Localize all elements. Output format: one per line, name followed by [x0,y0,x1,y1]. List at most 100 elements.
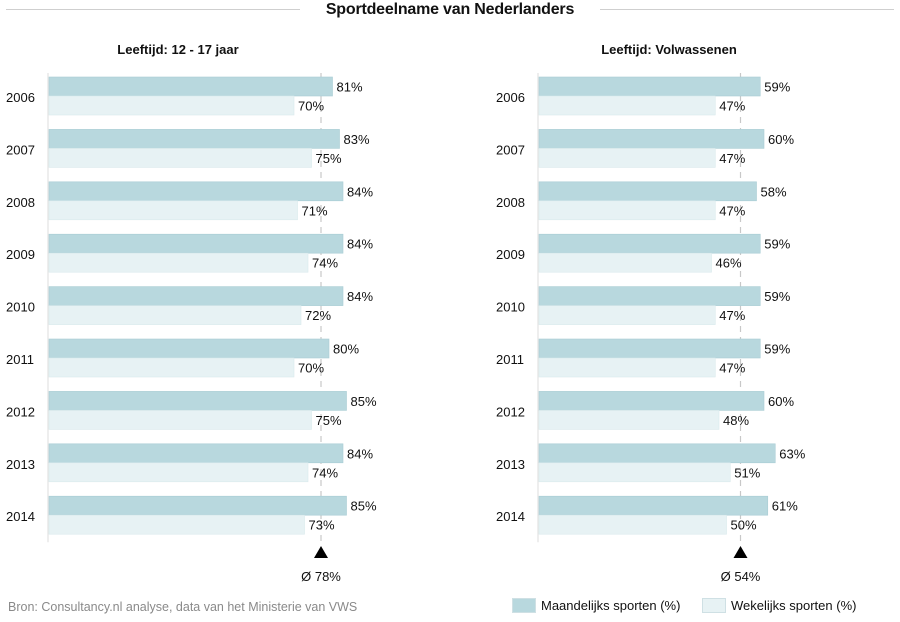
bar-wekelijks-youth [48,410,312,430]
year-label-adults: 2013 [496,457,525,472]
year-label-adults: 2006 [496,90,525,105]
source-note: Bron: Consultancy.nl analyse, data van h… [8,600,358,614]
value-label-maandelijks-youth: 81% [337,80,363,95]
value-label-wekelijks-youth: 70% [298,99,324,114]
value-label-maandelijks-youth: 80% [333,342,359,357]
bar-maandelijks-adults [538,391,765,411]
chart-title: Sportdeelname van Nederlanders [325,1,575,18]
value-label-wekelijks-adults: 47% [719,99,745,114]
value-label-maandelijks-adults: 60% [768,394,794,409]
bar-maandelijks-youth [48,495,347,516]
year-label-adults: 2008 [496,195,525,210]
bar-maandelijks-adults [538,443,776,464]
year-label-youth: 2013 [6,457,35,472]
bar-wekelijks-youth [48,200,298,221]
year-label-youth: 2010 [6,300,35,315]
value-label-wekelijks-adults: 46% [716,256,742,271]
legend: Maandelijks sporten (%) Wekelijks sporte… [510,598,900,616]
bar-wekelijks-adults [538,95,716,116]
bar-wekelijks-youth [48,305,302,325]
bar-maandelijks-youth [48,233,344,254]
legend-label-wekelijks: Wekelijks sporten (%) [731,598,857,613]
bar-wekelijks-youth [48,462,309,483]
year-label-adults: 2011 [496,352,524,367]
bar-wekelijks-adults [538,252,712,273]
value-label-wekelijks-adults: 51% [734,465,760,480]
value-label-wekelijks-youth: 74% [312,465,338,480]
year-label-youth: 2011 [6,352,34,367]
value-label-wekelijks-adults: 50% [731,518,757,533]
value-label-wekelijks-youth: 73% [309,518,335,533]
bar-maandelijks-adults [538,233,761,254]
average-marker-icon-youth [314,546,328,558]
value-label-maandelijks-youth: 85% [351,394,377,409]
year-label-youth: 2009 [6,247,35,262]
value-label-wekelijks-adults: 47% [719,308,745,323]
title-rule-right [600,9,894,10]
bar-maandelijks-youth [48,338,330,359]
bar-wekelijks-adults [538,148,716,168]
average-label-youth: Ø 78% [301,569,341,584]
bar-maandelijks-adults [538,76,761,97]
bar-wekelijks-youth [48,95,295,116]
title-rule-left [6,9,300,10]
panel-title-adults: Leeftijd: Volwassenen [601,42,737,57]
bar-maandelijks-youth [48,129,340,149]
value-label-maandelijks-adults: 61% [772,499,798,514]
legend-item-maandelijks: Maandelijks sporten (%) [512,598,680,613]
year-label-youth: 2008 [6,195,35,210]
year-label-youth: 2006 [6,90,35,105]
bar-maandelijks-adults [538,338,761,359]
value-label-maandelijks-adults: 63% [779,446,805,461]
bar-maandelijks-adults [538,495,769,516]
value-label-maandelijks-adults: 59% [764,237,790,252]
bar-maandelijks-youth [48,391,347,411]
value-label-maandelijks-adults: 59% [764,80,790,95]
year-label-adults: 2012 [496,404,525,419]
year-label-youth: 2007 [6,142,35,157]
bar-wekelijks-adults [538,462,731,483]
value-label-wekelijks-youth: 70% [298,361,324,376]
value-label-maandelijks-adults: 60% [768,132,794,147]
bar-maandelijks-youth [48,286,344,306]
bar-wekelijks-adults [538,357,716,378]
value-label-wekelijks-youth: 74% [312,256,338,271]
value-label-maandelijks-youth: 84% [347,446,373,461]
title-row: Sportdeelname van Nederlanders [0,0,900,26]
bar-maandelijks-adults [538,286,761,306]
average-marker-icon-adults [733,546,748,558]
bar-wekelijks-youth [48,357,295,378]
bar-maandelijks-adults [538,129,765,149]
bar-maandelijks-youth [48,443,344,464]
year-label-adults: 2007 [496,142,525,157]
bar-maandelijks-adults [538,181,757,202]
value-label-wekelijks-youth: 75% [316,151,342,166]
panel-title-youth: Leeftijd: 12 - 17 jaar [117,42,239,57]
bar-wekelijks-adults [538,514,727,535]
bar-maandelijks-youth [48,181,344,202]
year-label-adults: 2010 [496,300,525,315]
year-label-adults: 2014 [496,509,525,524]
value-label-wekelijks-adults: 48% [723,413,749,428]
bar-wekelijks-youth [48,252,309,273]
legend-label-maandelijks: Maandelijks sporten (%) [541,598,681,613]
bar-wekelijks-adults [538,305,716,325]
value-label-maandelijks-youth: 85% [351,499,377,514]
bar-wekelijks-adults [538,200,716,221]
legend-swatch-maandelijks [512,598,536,613]
value-label-maandelijks-youth: 84% [347,184,373,199]
value-label-wekelijks-adults: 47% [719,151,745,166]
value-label-maandelijks-adults: 59% [764,342,790,357]
year-label-adults: 2009 [496,247,525,262]
value-label-wekelijks-youth: 72% [305,308,331,323]
average-label-adults: Ø 54% [721,569,761,584]
bar-maandelijks-youth [48,76,333,97]
year-label-youth: 2012 [6,404,35,419]
value-label-wekelijks-youth: 71% [302,203,328,218]
value-label-wekelijks-youth: 75% [316,413,342,428]
value-label-maandelijks-adults: 58% [761,184,787,199]
value-label-maandelijks-youth: 84% [347,289,373,304]
value-label-wekelijks-adults: 47% [719,203,745,218]
bar-wekelijks-adults [538,410,720,430]
